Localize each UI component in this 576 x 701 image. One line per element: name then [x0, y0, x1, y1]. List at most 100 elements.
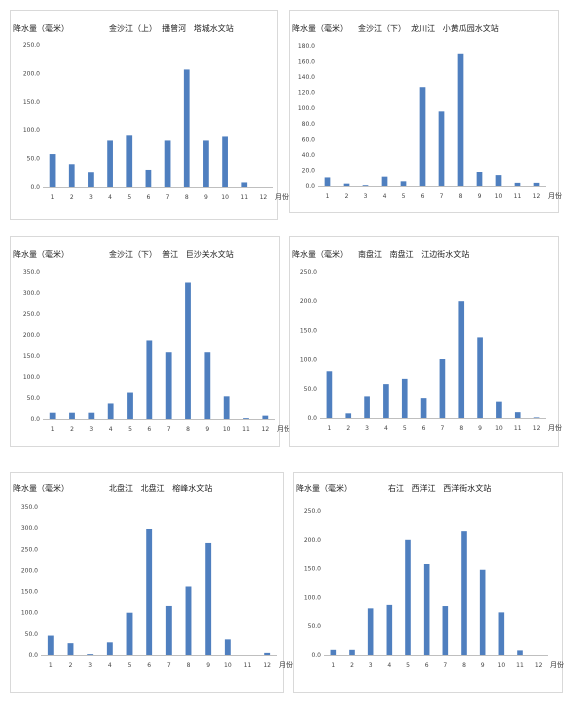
y-tick-label: 0.0 [307, 415, 317, 422]
bar-month-12 [262, 415, 269, 419]
chart-title: 南盘江 南盘江 江边街水文站 [358, 250, 470, 259]
y-tick-label: 300.0 [23, 290, 40, 297]
bar-month-12 [533, 182, 540, 186]
bar-month-5 [405, 539, 411, 655]
x-axis-label: 月份 [275, 192, 289, 201]
bar-month-5 [400, 181, 407, 186]
chart-panel-4: 降水量（毫米） 南盘江 南盘江 江边街水文站 0.0 50.0 100.0 150.0… [289, 236, 562, 447]
bar-month-7 [439, 359, 446, 418]
bar-month-10 [222, 136, 228, 187]
bar-month-2 [67, 643, 74, 655]
y-tick-label: 150.0 [300, 327, 317, 334]
y-tick-label: 20.0 [302, 167, 316, 174]
bar-month-2 [349, 649, 355, 655]
x-tick-label: 7 [167, 662, 171, 669]
x-tick-label: 5 [403, 425, 407, 432]
x-tick-label: 11 [244, 662, 252, 669]
x-tick-label: 4 [108, 194, 112, 201]
bar-month-4 [107, 403, 114, 419]
x-tick-label: 1 [51, 426, 55, 433]
x-tick-label: 3 [369, 662, 373, 669]
y-tick-label: 50.0 [25, 631, 39, 638]
x-tick-label: 10 [498, 662, 506, 669]
bar-month-3 [364, 396, 370, 418]
bar-month-12 [533, 417, 540, 418]
y-tick-label: 250.0 [300, 269, 317, 276]
y-tick-label: 180.0 [298, 43, 315, 50]
x-tick-label: 9 [205, 426, 209, 433]
chart-panel-5: 降水量（毫米） 北盘江 北盘江 榕峰水文站 0.0 50.0 100.0 150.0 2… [10, 472, 293, 693]
bar-month-1 [324, 177, 331, 186]
bar-month-2 [69, 412, 75, 419]
bar-month-5 [127, 392, 133, 419]
y-tick-label: 350.0 [21, 504, 38, 511]
bar-month-7 [165, 352, 172, 419]
x-tick-label: 8 [462, 662, 466, 669]
bar-month-5 [126, 612, 133, 655]
y-tick-label: 150.0 [304, 566, 321, 573]
x-tick-label: 9 [206, 662, 210, 669]
x-tick-label: 6 [147, 194, 151, 201]
x-tick-label: 6 [147, 662, 151, 669]
x-tick-label: 12 [533, 193, 541, 200]
y-axis-label: 降水量（毫米） [292, 250, 348, 259]
bar-month-6 [145, 169, 152, 187]
x-tick-label: 3 [89, 426, 93, 433]
x-tick-label: 4 [108, 662, 112, 669]
bar-month-11 [514, 182, 521, 186]
x-tick-label: 6 [421, 193, 425, 200]
y-tick-label: 250.0 [23, 311, 40, 318]
bar-month-10 [496, 401, 502, 418]
bar-month-3 [87, 654, 94, 655]
bar-month-8 [183, 69, 190, 187]
x-tick-label: 8 [186, 426, 190, 433]
y-tick-label: 200.0 [23, 70, 40, 77]
x-tick-label: 3 [88, 662, 92, 669]
bar-month-9 [477, 337, 483, 418]
y-tick-label: 200.0 [300, 298, 317, 305]
y-tick-label: 80.0 [302, 121, 316, 128]
x-tick-label: 12 [260, 194, 268, 201]
bar-month-2 [68, 164, 75, 187]
x-tick-label: 3 [364, 193, 368, 200]
bar-month-12 [264, 652, 271, 655]
bar-month-3 [88, 412, 95, 419]
x-tick-label: 4 [387, 662, 391, 669]
bar-month-4 [381, 176, 388, 186]
x-tick-label: 10 [223, 426, 231, 433]
bar-month-11 [517, 650, 523, 655]
x-tick-label: 12 [533, 425, 541, 432]
bar-month-11 [241, 182, 248, 187]
bar-month-8 [185, 586, 192, 655]
x-tick-label: 10 [495, 425, 503, 432]
y-tick-label: 150.0 [21, 589, 38, 596]
y-tick-label: 100.0 [23, 127, 40, 134]
x-tick-label: 8 [185, 194, 189, 201]
x-tick-label: 5 [127, 194, 131, 201]
y-tick-label: 250.0 [304, 508, 321, 515]
bar-month-5 [401, 378, 408, 418]
x-tick-label: 8 [459, 193, 463, 200]
y-tick-label: 40.0 [302, 152, 316, 159]
x-tick-label: 11 [514, 425, 522, 432]
x-tick-label: 12 [535, 662, 543, 669]
y-tick-label: 0.0 [305, 183, 315, 190]
bar-month-10 [495, 175, 502, 186]
y-tick-label: 160.0 [298, 59, 315, 66]
x-tick-label: 3 [365, 425, 369, 432]
bar-month-4 [106, 642, 113, 655]
y-tick-label: 50.0 [27, 395, 41, 402]
x-tick-label: 7 [166, 194, 170, 201]
x-tick-label: 10 [495, 193, 503, 200]
y-axis-label: 降水量（毫米） [13, 24, 69, 33]
x-tick-label: 2 [70, 426, 74, 433]
chart-panel-2: 降水量（毫米） 金沙江（下） 龙川江 小黄瓜园水文站 0.0 20.0 40.0 60… [289, 10, 562, 213]
x-tick-label: 6 [425, 662, 429, 669]
x-tick-label: 2 [345, 193, 349, 200]
bar-month-6 [420, 398, 427, 418]
y-tick-label: 250.0 [23, 42, 40, 49]
bar-month-10 [224, 639, 231, 655]
